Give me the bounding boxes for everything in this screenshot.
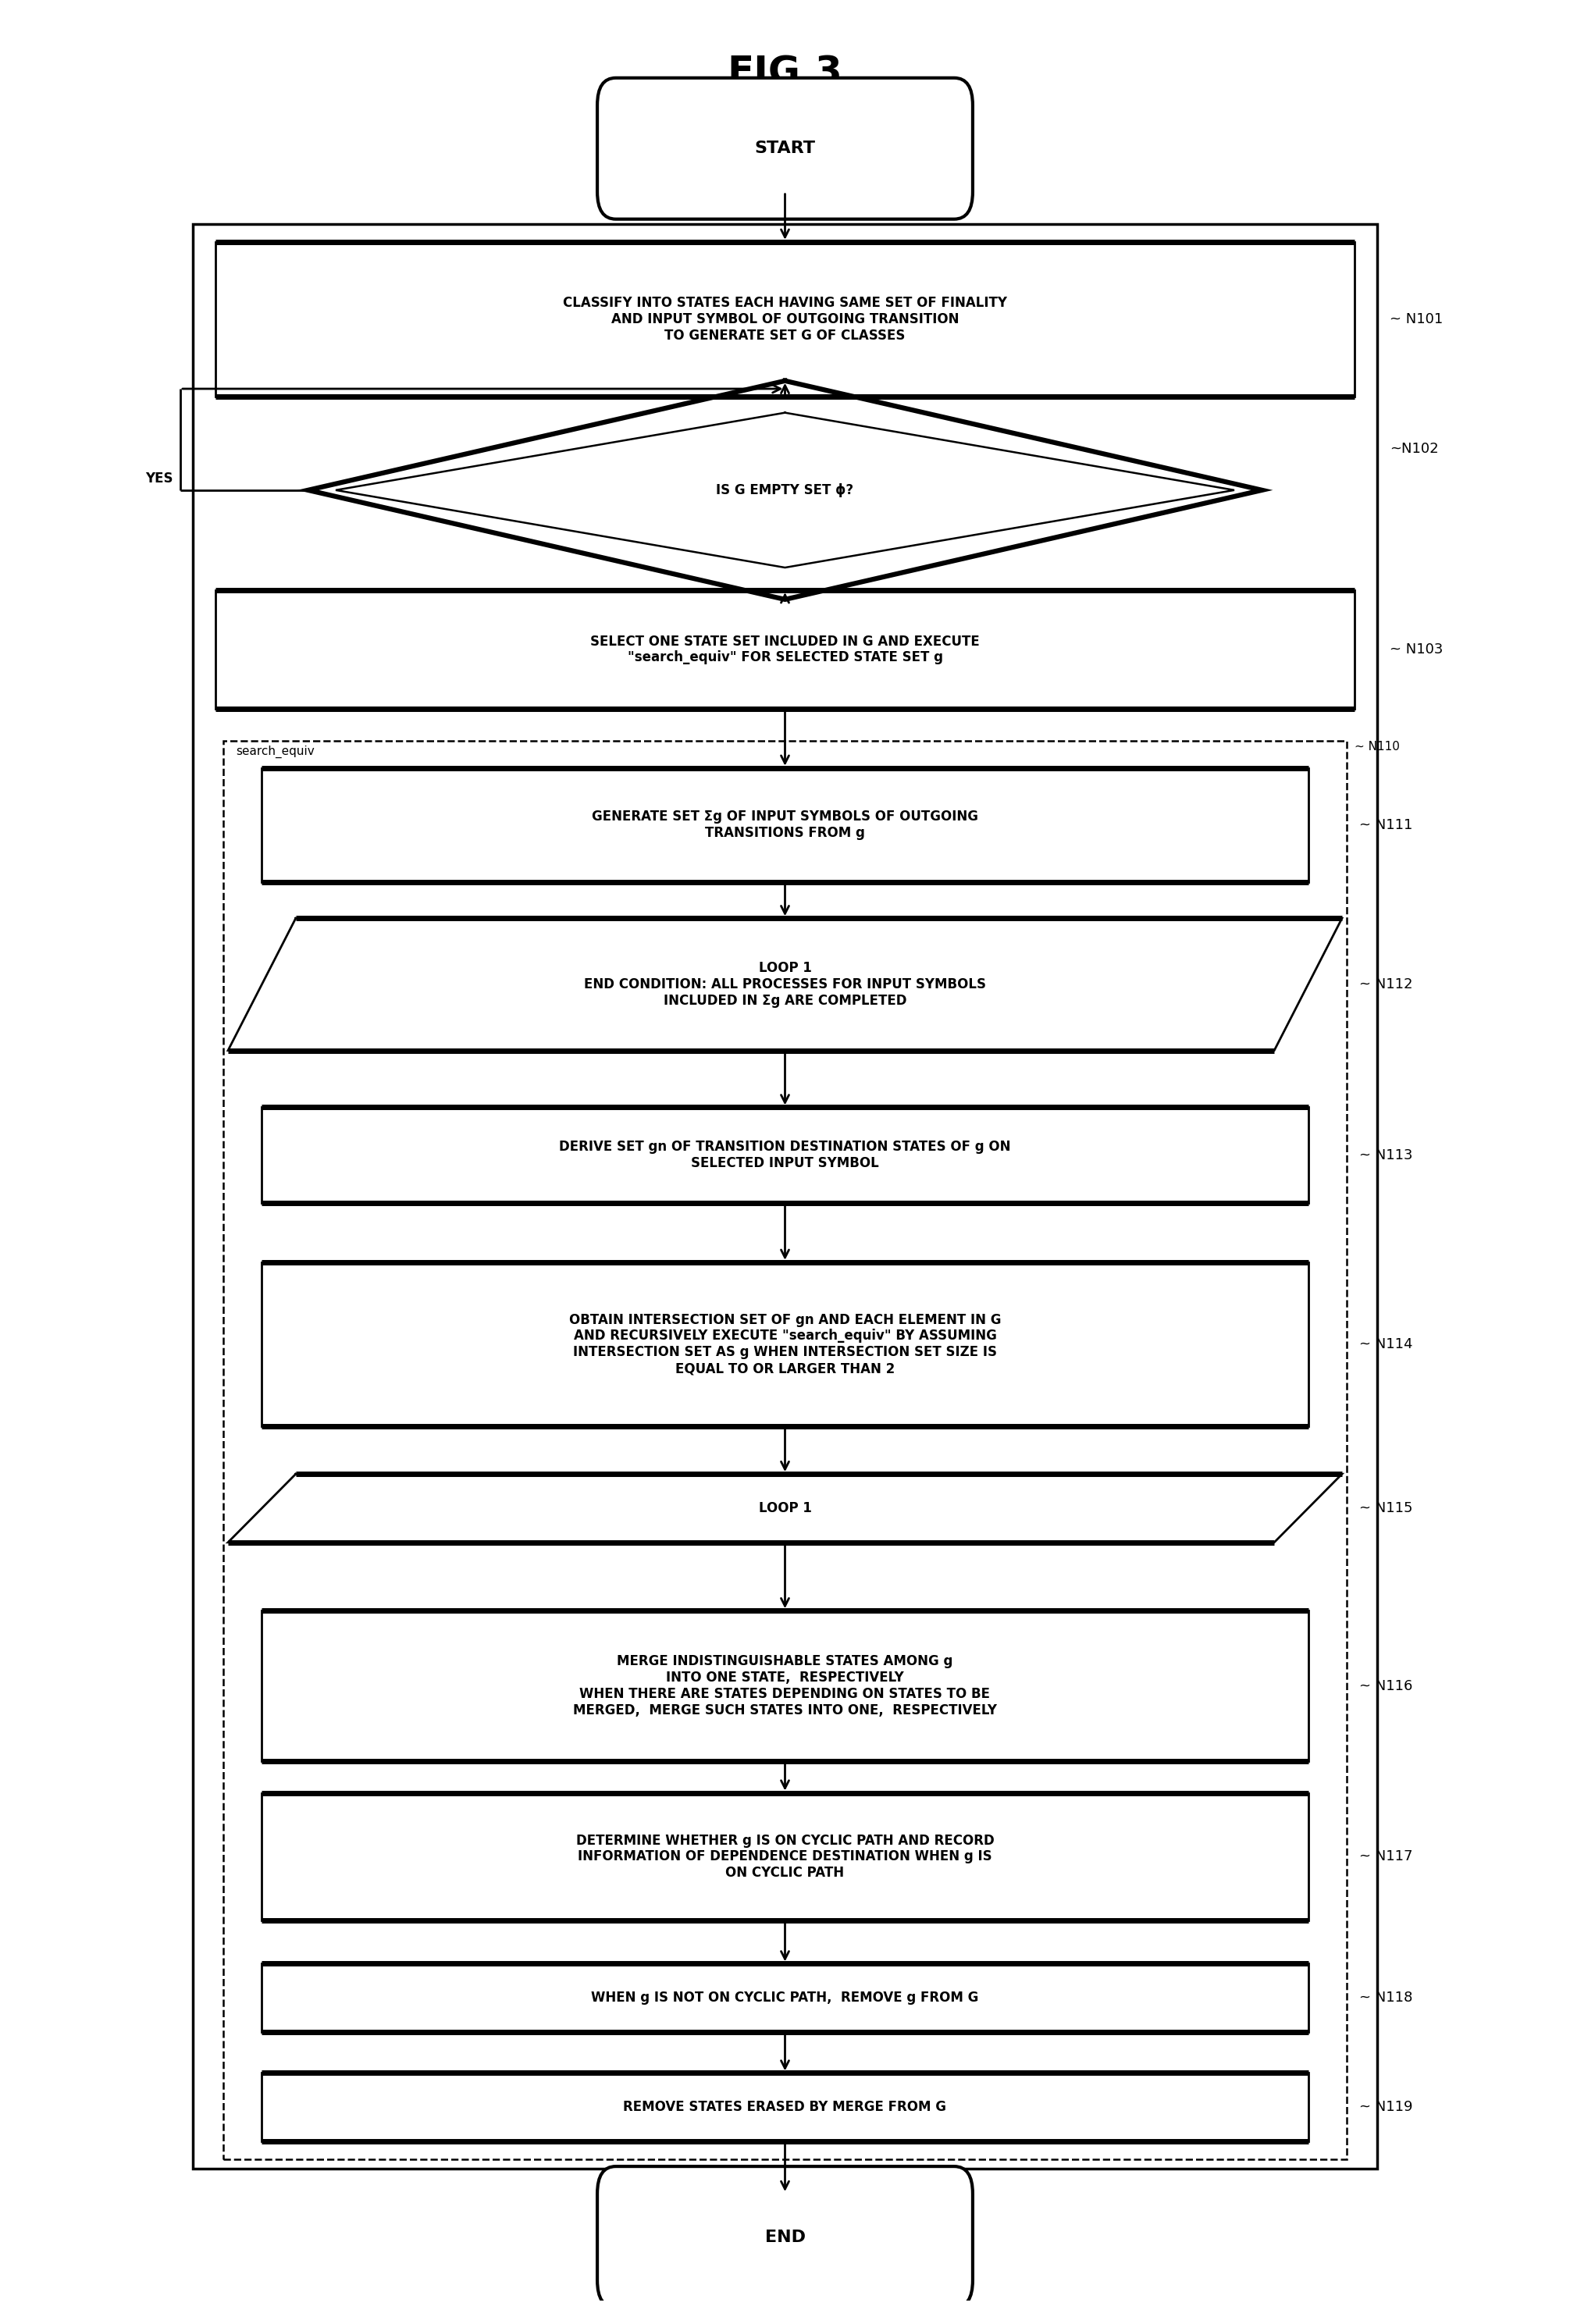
Bar: [262, 1964, 1308, 2031]
Bar: [215, 590, 1355, 709]
Text: ~ N119: ~ N119: [1360, 2101, 1413, 2115]
Text: GENERATE SET Σg OF INPUT SYMBOLS OF OUTGOING
TRANSITIONS FROM g: GENERATE SET Σg OF INPUT SYMBOLS OF OUTG…: [592, 809, 978, 839]
Text: YES: YES: [144, 472, 173, 486]
Text: ~ N101: ~ N101: [1389, 311, 1443, 325]
Bar: [215, 242, 1355, 397]
Text: END: END: [765, 2229, 805, 2245]
Bar: [223, 741, 1347, 2159]
Text: ~ N115: ~ N115: [1360, 1501, 1413, 1515]
Text: ~ N113: ~ N113: [1360, 1148, 1413, 1162]
Text: ~ N118: ~ N118: [1360, 1992, 1413, 2006]
FancyBboxPatch shape: [597, 79, 973, 218]
Text: START: START: [755, 142, 815, 156]
Text: DERIVE SET gn OF TRANSITION DESTINATION STATES OF g ON
SELECTED INPUT SYMBOL: DERIVE SET gn OF TRANSITION DESTINATION …: [559, 1141, 1011, 1171]
Text: FIG.3: FIG.3: [727, 53, 843, 93]
Bar: [262, 1106, 1308, 1204]
Text: OBTAIN INTERSECTION SET OF gn AND EACH ELEMENT IN G
AND RECURSIVELY EXECUTE "sea: OBTAIN INTERSECTION SET OF gn AND EACH E…: [568, 1313, 1002, 1376]
Text: DETERMINE WHETHER g IS ON CYCLIC PATH AND RECORD
INFORMATION OF DEPENDENCE DESTI: DETERMINE WHETHER g IS ON CYCLIC PATH AN…: [576, 1834, 994, 1880]
Polygon shape: [228, 1473, 1342, 1543]
Text: ~ N110: ~ N110: [1355, 741, 1399, 753]
Bar: [262, 1611, 1308, 1762]
Text: MERGE INDISTINGUISHABLE STATES AMONG g
INTO ONE STATE,  RESPECTIVELY
WHEN THERE : MERGE INDISTINGUISHABLE STATES AMONG g I…: [573, 1655, 997, 1717]
Text: LOOP 1
END CONDITION: ALL PROCESSES FOR INPUT SYMBOLS
INCLUDED IN Σg ARE COMPLET: LOOP 1 END CONDITION: ALL PROCESSES FOR …: [584, 962, 986, 1009]
Bar: [262, 767, 1308, 881]
Text: search_equiv: search_equiv: [235, 746, 314, 758]
Bar: [262, 1262, 1308, 1427]
Text: ~ N114: ~ N114: [1360, 1336, 1413, 1350]
Text: ~ N117: ~ N117: [1360, 1850, 1413, 1864]
Text: SELECT ONE STATE SET INCLUDED IN G AND EXECUTE
"search_equiv" FOR SELECTED STATE: SELECT ONE STATE SET INCLUDED IN G AND E…: [590, 634, 980, 665]
Text: ~ N111: ~ N111: [1360, 818, 1413, 832]
Polygon shape: [308, 381, 1262, 600]
Text: ~N102: ~N102: [1389, 442, 1438, 456]
Text: REMOVE STATES ERASED BY MERGE FROM G: REMOVE STATES ERASED BY MERGE FROM G: [623, 2101, 947, 2115]
Bar: [193, 223, 1377, 2168]
FancyBboxPatch shape: [597, 2166, 973, 2308]
Text: IS G EMPTY SET ϕ?: IS G EMPTY SET ϕ?: [716, 483, 854, 497]
Polygon shape: [228, 918, 1342, 1050]
Text: ~ N116: ~ N116: [1360, 1678, 1413, 1692]
Text: CLASSIFY INTO STATES EACH HAVING SAME SET OF FINALITY
AND INPUT SYMBOL OF OUTGOI: CLASSIFY INTO STATES EACH HAVING SAME SE…: [564, 295, 1006, 342]
Bar: [262, 1792, 1308, 1920]
Bar: [262, 2073, 1308, 2140]
Text: WHEN g IS NOT ON CYCLIC PATH,  REMOVE g FROM G: WHEN g IS NOT ON CYCLIC PATH, REMOVE g F…: [592, 1992, 978, 2006]
Text: ~ N103: ~ N103: [1389, 641, 1443, 658]
Text: NO: NO: [813, 614, 835, 627]
Text: LOOP 1: LOOP 1: [758, 1501, 812, 1515]
Text: ~ N112: ~ N112: [1360, 978, 1413, 992]
